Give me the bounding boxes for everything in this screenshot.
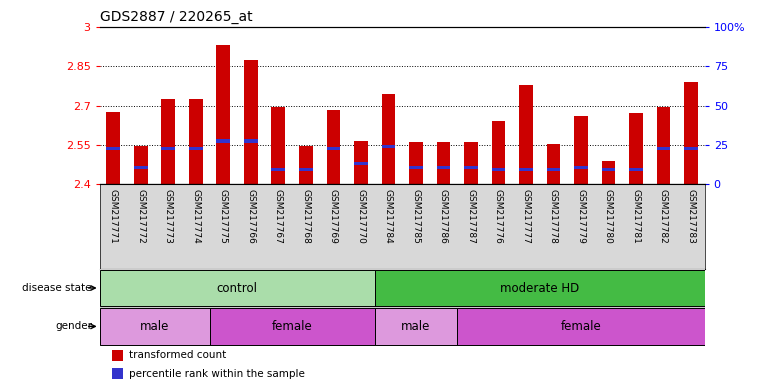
Bar bbox=[100, 308, 210, 345]
Bar bbox=[629, 168, 643, 172]
Bar bbox=[271, 168, 285, 172]
Bar bbox=[244, 139, 257, 142]
Text: GSM217767: GSM217767 bbox=[274, 189, 283, 243]
Bar bbox=[354, 141, 368, 184]
Text: percentile rank within the sample: percentile rank within the sample bbox=[129, 369, 305, 379]
Text: GSM217784: GSM217784 bbox=[384, 189, 393, 243]
Text: GSM217776: GSM217776 bbox=[494, 189, 503, 243]
Text: male: male bbox=[140, 320, 169, 333]
Bar bbox=[574, 116, 588, 184]
Text: GSM217766: GSM217766 bbox=[247, 189, 255, 243]
Text: GSM217783: GSM217783 bbox=[686, 189, 696, 243]
Text: male: male bbox=[401, 320, 430, 333]
Text: female: female bbox=[561, 320, 601, 333]
Text: GSM217787: GSM217787 bbox=[466, 189, 476, 243]
Text: GSM217770: GSM217770 bbox=[356, 189, 365, 243]
Text: GSM217769: GSM217769 bbox=[329, 189, 338, 243]
Bar bbox=[112, 350, 123, 361]
Bar bbox=[437, 142, 450, 184]
Bar bbox=[519, 84, 533, 184]
Text: GSM217781: GSM217781 bbox=[631, 189, 640, 243]
Text: moderate HD: moderate HD bbox=[500, 281, 579, 295]
Bar bbox=[409, 166, 423, 169]
Bar bbox=[299, 146, 313, 184]
Text: GSM217780: GSM217780 bbox=[604, 189, 613, 243]
Bar bbox=[409, 142, 423, 184]
Bar bbox=[547, 144, 560, 184]
Bar bbox=[134, 166, 148, 169]
Text: GSM217774: GSM217774 bbox=[192, 189, 201, 243]
Bar bbox=[684, 82, 698, 184]
Bar bbox=[134, 146, 148, 184]
Text: GSM217782: GSM217782 bbox=[659, 189, 668, 243]
Bar bbox=[629, 114, 643, 184]
Text: GSM217785: GSM217785 bbox=[411, 189, 421, 243]
Text: disease state: disease state bbox=[22, 283, 92, 293]
Bar bbox=[217, 139, 231, 142]
Bar bbox=[100, 270, 375, 306]
Text: GSM217775: GSM217775 bbox=[219, 189, 228, 243]
Text: GSM217779: GSM217779 bbox=[577, 189, 585, 243]
Text: gender: gender bbox=[55, 321, 92, 331]
Bar bbox=[457, 308, 705, 345]
Text: GSM217772: GSM217772 bbox=[136, 189, 146, 243]
Bar bbox=[162, 99, 175, 184]
Bar bbox=[210, 308, 375, 345]
Bar bbox=[492, 168, 506, 172]
Bar bbox=[244, 60, 257, 184]
Text: GSM217786: GSM217786 bbox=[439, 189, 448, 243]
Bar bbox=[299, 168, 313, 172]
Bar bbox=[106, 147, 120, 151]
Bar bbox=[189, 99, 203, 184]
Bar bbox=[684, 147, 698, 151]
Text: female: female bbox=[272, 320, 313, 333]
Bar bbox=[574, 166, 588, 169]
Bar bbox=[464, 142, 478, 184]
Bar bbox=[326, 109, 340, 184]
Bar bbox=[189, 147, 203, 151]
Text: GSM217773: GSM217773 bbox=[164, 189, 173, 243]
Text: GDS2887 / 220265_at: GDS2887 / 220265_at bbox=[100, 10, 252, 25]
Bar bbox=[519, 168, 533, 172]
Bar bbox=[326, 147, 340, 151]
Text: GSM217777: GSM217777 bbox=[522, 189, 530, 243]
Text: GSM217771: GSM217771 bbox=[109, 189, 118, 243]
Bar bbox=[381, 145, 395, 148]
Bar bbox=[464, 166, 478, 169]
Text: GSM217778: GSM217778 bbox=[549, 189, 558, 243]
Bar bbox=[217, 45, 231, 184]
Bar bbox=[437, 166, 450, 169]
Bar bbox=[381, 94, 395, 184]
Bar bbox=[656, 107, 670, 184]
Text: control: control bbox=[217, 281, 257, 295]
Bar bbox=[375, 270, 705, 306]
Bar bbox=[656, 147, 670, 151]
Bar bbox=[271, 107, 285, 184]
Bar bbox=[162, 147, 175, 151]
Bar bbox=[601, 161, 615, 184]
Bar bbox=[492, 121, 506, 184]
Text: transformed count: transformed count bbox=[129, 350, 226, 360]
Bar bbox=[375, 308, 457, 345]
Bar bbox=[601, 168, 615, 172]
Bar bbox=[106, 112, 120, 184]
Bar bbox=[112, 368, 123, 379]
Bar bbox=[547, 168, 560, 172]
Bar bbox=[354, 162, 368, 165]
Text: GSM217768: GSM217768 bbox=[301, 189, 310, 243]
